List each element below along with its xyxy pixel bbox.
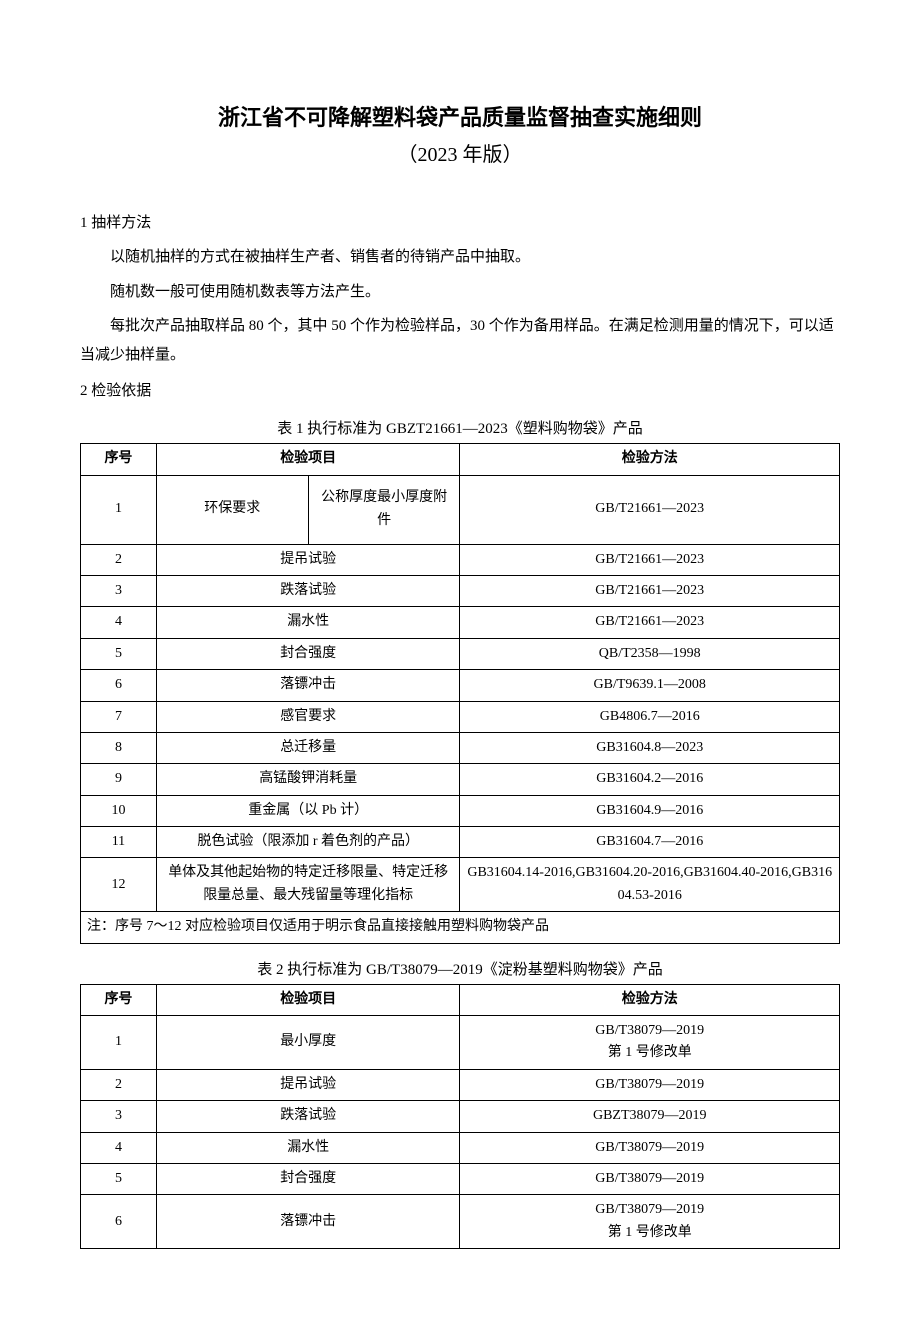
table-row: 2 提吊试验 GB/T38079—2019 (81, 1069, 840, 1100)
cell-method: GB/T38079—2019 (460, 1132, 840, 1163)
cell-item: 重金属（以 Pb 计） (156, 795, 460, 826)
table-row: 注：序号 7～12 对应检验项目仅适用于明示食品直接接触用塑料购物袋产品 (81, 912, 840, 943)
cell-seq: 8 (81, 732, 157, 763)
cell-seq: 12 (81, 858, 157, 912)
cell-method: GB/T21661—2023 (460, 544, 840, 575)
cell-item: 封合强度 (156, 1164, 460, 1195)
table-row: 11 脱色试验（限添加 r 着色剂的产品） GB31604.7—2016 (81, 827, 840, 858)
cell-seq: 2 (81, 544, 157, 575)
cell-item: 跌落试验 (156, 1101, 460, 1132)
cell-item: 漏水性 (156, 1132, 460, 1163)
cell-item-b: 公称厚度最小厚度附件 (308, 475, 460, 544)
table-header-item: 检验项目 (156, 984, 460, 1015)
table-2-caption: 表 2 执行标准为 GB/T38079—2019《淀粉基塑料购物袋》产品 (80, 958, 840, 982)
table-row: 4 漏水性 GB/T21661—2023 (81, 607, 840, 638)
table-1: 序号 检验项目 检验方法 1 环保要求 公称厚度最小厚度附件 GB/T21661… (80, 443, 840, 943)
cell-seq: 6 (81, 1195, 157, 1249)
cell-item: 总迁移量 (156, 732, 460, 763)
cell-method: GB31604.8—2023 (460, 732, 840, 763)
cell-item: 最小厚度 (156, 1016, 460, 1070)
table-row: 6 落镖冲击 GB/T9639.1—2008 (81, 670, 840, 701)
cell-seq: 9 (81, 764, 157, 795)
cell-item: 单体及其他起始物的特定迁移限量、特定迁移限量总量、最大残留量等理化指标 (156, 858, 460, 912)
table-1-caption: 表 1 执行标准为 GBZT21661—2023《塑料购物袋》产品 (80, 417, 840, 441)
table-row: 1 环保要求 公称厚度最小厚度附件 GB/T21661—2023 (81, 475, 840, 544)
cell-method: QB/T2358—1998 (460, 638, 840, 669)
table-row: 8 总迁移量 GB31604.8—2023 (81, 732, 840, 763)
cell-method: GB/T38079—2019 第 1 号修改单 (460, 1016, 840, 1070)
cell-item: 感官要求 (156, 701, 460, 732)
cell-item: 落镖冲击 (156, 1195, 460, 1249)
table-row: 5 封合强度 QB/T2358—1998 (81, 638, 840, 669)
section-2-heading: 2 检验依据 (80, 379, 840, 403)
cell-method: GB/T21661—2023 (460, 475, 840, 544)
cell-method: GB4806.7—2016 (460, 701, 840, 732)
table-header-seq: 序号 (81, 984, 157, 1015)
cell-item: 落镖冲击 (156, 670, 460, 701)
cell-method: GB/T38079—2019 第 1 号修改单 (460, 1195, 840, 1249)
cell-item: 高锰酸钾消耗量 (156, 764, 460, 795)
cell-seq: 5 (81, 638, 157, 669)
table-row: 序号 检验项目 检验方法 (81, 444, 840, 475)
cell-item: 漏水性 (156, 607, 460, 638)
cell-seq: 4 (81, 607, 157, 638)
section-1-p2: 随机数一般可使用随机数表等方法产生。 (80, 278, 840, 307)
cell-method: GB/T21661—2023 (460, 607, 840, 638)
cell-method: GBZT38079—2019 (460, 1101, 840, 1132)
cell-method: GB31604.9—2016 (460, 795, 840, 826)
cell-method: GB/T38079—2019 (460, 1069, 840, 1100)
table-row: 3 跌落试验 GB/T21661—2023 (81, 575, 840, 606)
section-1-p3: 每批次产品抽取样品 80 个，其中 50 个作为检验样品，30 个作为备用样品。… (80, 312, 840, 369)
table-1-footnote: 注：序号 7～12 对应检验项目仅适用于明示食品直接接触用塑料购物袋产品 (81, 912, 840, 943)
cell-item: 脱色试验（限添加 r 着色剂的产品） (156, 827, 460, 858)
document-subtitle: （2023 年版） (80, 139, 840, 171)
cell-seq: 11 (81, 827, 157, 858)
table-row: 3 跌落试验 GBZT38079—2019 (81, 1101, 840, 1132)
cell-item: 提吊试验 (156, 544, 460, 575)
cell-item: 封合强度 (156, 638, 460, 669)
cell-item: 跌落试验 (156, 575, 460, 606)
cell-seq: 3 (81, 1101, 157, 1132)
table-row: 序号 检验项目 检验方法 (81, 984, 840, 1015)
cell-method: GB31604.14-2016,GB31604.20-2016,GB31604.… (460, 858, 840, 912)
table-row: 2 提吊试验 GB/T21661—2023 (81, 544, 840, 575)
table-row: 1 最小厚度 GB/T38079—2019 第 1 号修改单 (81, 1016, 840, 1070)
cell-item-a: 环保要求 (156, 475, 308, 544)
table-row: 9 高锰酸钾消耗量 GB31604.2—2016 (81, 764, 840, 795)
section-1-heading: 1 抽样方法 (80, 211, 840, 235)
table-row: 10 重金属（以 Pb 计） GB31604.9—2016 (81, 795, 840, 826)
table-row: 5 封合强度 GB/T38079—2019 (81, 1164, 840, 1195)
cell-method: GB31604.7—2016 (460, 827, 840, 858)
cell-item: 提吊试验 (156, 1069, 460, 1100)
table-header-method: 检验方法 (460, 444, 840, 475)
table-header-method: 检验方法 (460, 984, 840, 1015)
cell-method: GB/T21661—2023 (460, 575, 840, 606)
table-row: 4 漏水性 GB/T38079—2019 (81, 1132, 840, 1163)
table-row: 7 感官要求 GB4806.7—2016 (81, 701, 840, 732)
section-1-p1: 以随机抽样的方式在被抽样生产者、销售者的待销产品中抽取。 (80, 243, 840, 272)
cell-method: GB/T38079—2019 (460, 1164, 840, 1195)
cell-method: GB/T9639.1—2008 (460, 670, 840, 701)
cell-seq: 10 (81, 795, 157, 826)
cell-seq: 1 (81, 475, 157, 544)
cell-seq: 2 (81, 1069, 157, 1100)
cell-method: GB31604.2—2016 (460, 764, 840, 795)
table-row: 6 落镖冲击 GB/T38079—2019 第 1 号修改单 (81, 1195, 840, 1249)
cell-seq: 5 (81, 1164, 157, 1195)
table-row: 12 单体及其他起始物的特定迁移限量、特定迁移限量总量、最大残留量等理化指标 G… (81, 858, 840, 912)
table-header-seq: 序号 (81, 444, 157, 475)
table-2: 序号 检验项目 检验方法 1 最小厚度 GB/T38079—2019 第 1 号… (80, 984, 840, 1250)
cell-seq: 3 (81, 575, 157, 606)
cell-seq: 7 (81, 701, 157, 732)
cell-seq: 6 (81, 670, 157, 701)
document-title: 浙江省不可降解塑料袋产品质量监督抽查实施细则 (80, 100, 840, 135)
cell-seq: 4 (81, 1132, 157, 1163)
cell-seq: 1 (81, 1016, 157, 1070)
table-header-item: 检验项目 (156, 444, 460, 475)
